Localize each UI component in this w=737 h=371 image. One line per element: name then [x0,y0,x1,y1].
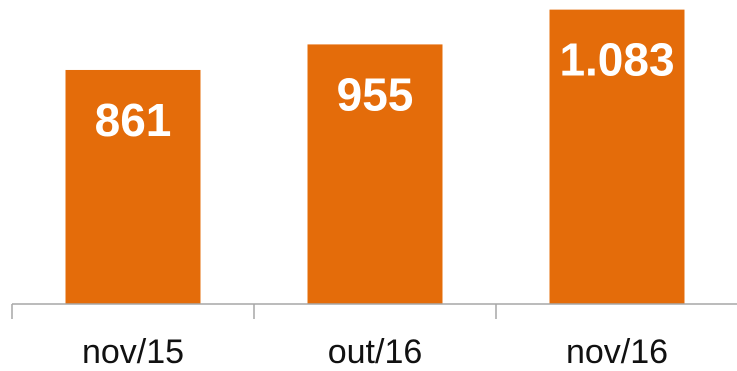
data-label-1: 861 [95,94,172,146]
data-label-2: 955 [337,68,414,120]
bar-3 [549,9,685,304]
x-tick-label-1: nov/15 [82,333,184,371]
x-tick-label-3: nov/16 [566,333,668,371]
x-tick-label-2: out/16 [328,333,423,371]
bar-2 [307,44,443,304]
x-axis [11,303,737,319]
bars-group [65,9,685,305]
x-tick-labels-group: nov/15 out/16 nov/16 [82,333,668,371]
data-labels-group: 861 955 1.083 [95,34,675,146]
bar-1 [65,69,201,305]
data-label-3: 1.083 [559,34,674,86]
